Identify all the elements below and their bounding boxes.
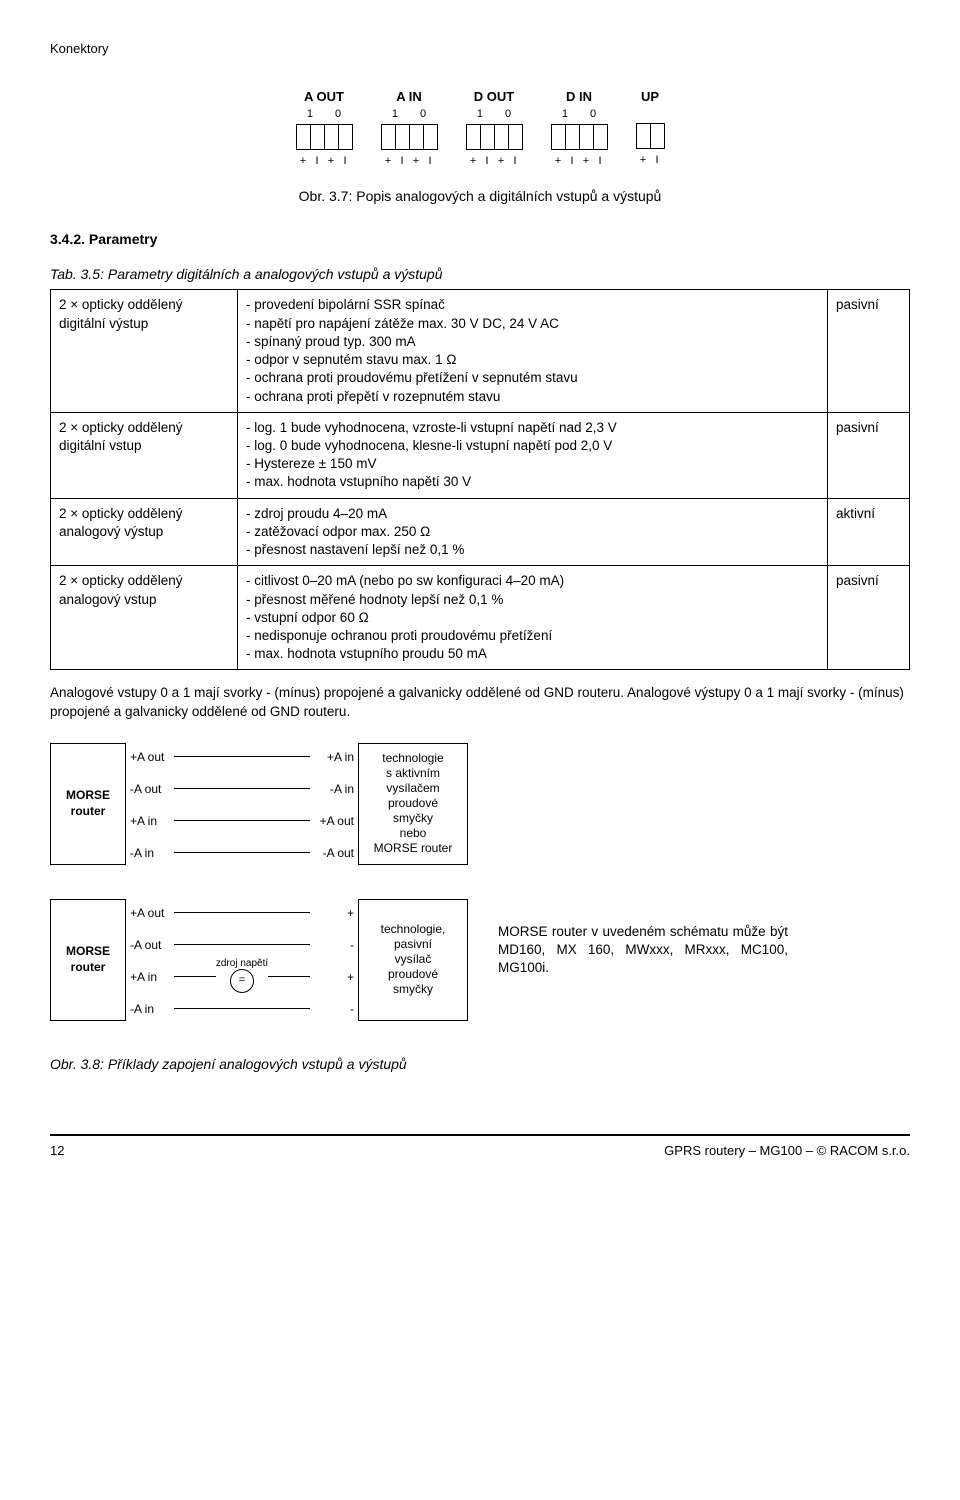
morse-box: MORSErouter: [50, 743, 126, 865]
page-header: Konektory: [50, 40, 910, 58]
page-footer: 12 GPRS routery – MG100 – © RACOM s.r.o.: [50, 1134, 910, 1160]
schematic-2: MORSErouter +A out+-A out-+A inzdroj nap…: [50, 899, 910, 1023]
paragraph: Analogové vstupy 0 a 1 mají svorky - (mí…: [50, 684, 910, 720]
tech-box: technologies aktivnímvysílačemproudovésm…: [358, 743, 468, 865]
figure-caption: Obr. 3.8: Příklady zapojení analogových …: [50, 1055, 910, 1074]
connector-diagram: A OUT10+I+IA IN10+I+ID OUT10+I+ID IN10+I…: [50, 88, 910, 169]
page-number: 12: [50, 1142, 64, 1160]
right-note: MORSE router v uvedeném schématu může bý…: [498, 923, 788, 978]
morse-box: MORSErouter: [50, 899, 126, 1021]
table-caption: Tab. 3.5: Parametry digitálních a analog…: [50, 265, 910, 284]
tech-box: technologie,pasivnívysílačproudovésmyčky: [358, 899, 468, 1021]
figure-caption: Obr. 3.7: Popis analogových a digitálníc…: [50, 187, 910, 206]
schematic-1: MORSErouter +A out+A in-A out-A in+A in+…: [50, 743, 910, 867]
parameters-table: 2 × opticky oddělený digitální výstuppro…: [50, 289, 910, 670]
footer-right: GPRS routery – MG100 – © RACOM s.r.o.: [664, 1142, 910, 1160]
section-title: 3.4.2. Parametry: [50, 230, 910, 249]
